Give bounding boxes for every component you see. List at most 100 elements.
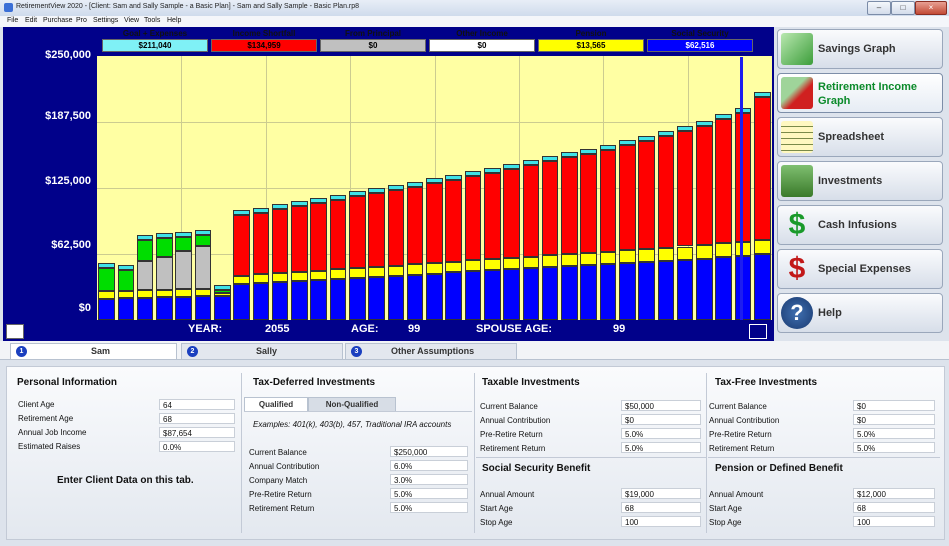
- tab-sam[interactable]: 1 Sam: [10, 343, 177, 359]
- bar-segment[interactable]: [676, 131, 694, 247]
- bar-segment[interactable]: [406, 264, 424, 275]
- bar-segment[interactable]: [252, 212, 270, 275]
- bar-segment[interactable]: [136, 297, 154, 320]
- bar-segment[interactable]: [696, 125, 713, 246]
- job-income-input[interactable]: $87,654: [159, 427, 235, 438]
- menu-settings[interactable]: Settings: [93, 17, 119, 24]
- bar-segment[interactable]: [136, 290, 154, 298]
- year-marker[interactable]: [740, 57, 743, 320]
- pension-annual-amount-input[interactable]: $12,000: [853, 488, 935, 499]
- bar-segment[interactable]: [657, 260, 675, 320]
- bar-segment[interactable]: [156, 238, 173, 258]
- nav-special-expenses[interactable]: $ Special Expenses: [777, 249, 943, 289]
- bar-segment[interactable]: [117, 269, 135, 291]
- bar-segment[interactable]: [214, 292, 231, 296]
- bar-segment[interactable]: [252, 283, 270, 320]
- bar-segment[interactable]: [657, 247, 675, 261]
- bar-segment[interactable]: [464, 271, 482, 320]
- bar-segment[interactable]: [233, 275, 250, 285]
- td-retirement-return-input[interactable]: 5.0%: [390, 502, 468, 513]
- nav-spreadsheet[interactable]: Spreadsheet: [777, 117, 943, 157]
- bar-segment[interactable]: [638, 249, 655, 262]
- bar-segment[interactable]: [561, 266, 578, 320]
- bar-segment[interactable]: [291, 271, 308, 281]
- bar-segment[interactable]: [696, 245, 713, 259]
- bar-segment[interactable]: [619, 145, 636, 251]
- menu-pro[interactable]: Pro: [76, 17, 87, 24]
- bar-segment[interactable]: [387, 190, 405, 266]
- bar-segment[interactable]: [715, 257, 733, 320]
- bar-segment[interactable]: [175, 289, 193, 297]
- bar-segment[interactable]: [194, 296, 212, 320]
- bar-segment[interactable]: [136, 239, 154, 261]
- bar-segment[interactable]: [271, 281, 289, 320]
- bar-segment[interactable]: [580, 265, 598, 320]
- minimize-button[interactable]: –: [867, 1, 891, 15]
- bar-segment[interactable]: [175, 236, 193, 252]
- bar-segment[interactable]: [503, 169, 520, 258]
- bar-segment[interactable]: [156, 257, 173, 290]
- bar-segment[interactable]: [368, 276, 385, 320]
- bar-segment[interactable]: [754, 239, 771, 254]
- td-current-balance-input[interactable]: $250,000: [390, 446, 468, 457]
- bar-segment[interactable]: [580, 153, 598, 253]
- bar-segment[interactable]: [715, 119, 733, 244]
- bar-segment[interactable]: [368, 266, 385, 277]
- bar-segment[interactable]: [117, 298, 135, 320]
- bar-segment[interactable]: [291, 280, 308, 320]
- bar-segment[interactable]: [715, 243, 733, 258]
- td-company-match-input[interactable]: 3.0%: [390, 474, 468, 485]
- estimated-raises-input[interactable]: 0.0%: [159, 441, 235, 452]
- bar-segment[interactable]: [349, 277, 366, 320]
- bar-segment[interactable]: [657, 136, 675, 248]
- bar-segment[interactable]: [580, 252, 598, 266]
- tab-other-assumptions[interactable]: 3 Other Assumptions: [345, 343, 517, 359]
- maximize-button[interactable]: □: [891, 1, 915, 15]
- bar-segment[interactable]: [522, 256, 540, 269]
- bar-segment[interactable]: [541, 267, 559, 320]
- menu-help[interactable]: Help: [167, 17, 182, 24]
- subtab-qualified[interactable]: Qualified: [244, 397, 308, 412]
- tf-current-balance-input[interactable]: $0: [853, 400, 935, 411]
- bar-segment[interactable]: [310, 279, 328, 320]
- bar-segment[interactable]: [349, 268, 366, 278]
- bar-segment[interactable]: [696, 258, 713, 320]
- bar-segment[interactable]: [676, 259, 694, 320]
- nav-cash-infusions[interactable]: $ Cash Infusions: [777, 205, 943, 245]
- axis-toggle-icon[interactable]: [6, 324, 24, 339]
- bar-segment[interactable]: [754, 253, 771, 320]
- bar-segment[interactable]: [522, 268, 540, 320]
- nav-retirement-income-graph[interactable]: Retirement Income Graph: [777, 73, 943, 113]
- bar-segment[interactable]: [599, 149, 617, 252]
- bar-segment[interactable]: [175, 251, 193, 290]
- bar-segment[interactable]: [368, 193, 385, 267]
- bar-segment[interactable]: [136, 260, 154, 291]
- menu-purchase[interactable]: Purchase: [43, 17, 73, 24]
- bar-segment[interactable]: [349, 196, 366, 269]
- bar-segment[interactable]: [387, 265, 405, 276]
- ss-stop-age-input[interactable]: 100: [621, 516, 701, 527]
- td-pre-retire-return-input[interactable]: 5.0%: [390, 488, 468, 499]
- bar-segment[interactable]: [734, 112, 752, 242]
- bar-segment[interactable]: [541, 161, 559, 256]
- ss-annual-amount-input[interactable]: $19,000: [621, 488, 701, 499]
- bar-segment[interactable]: [734, 241, 752, 256]
- bar-segment[interactable]: [522, 165, 540, 257]
- bar-segment[interactable]: [676, 246, 694, 260]
- pension-stop-age-input[interactable]: 100: [853, 516, 935, 527]
- bar-segment[interactable]: [98, 268, 115, 292]
- bar-segment[interactable]: [638, 140, 655, 250]
- bar-segment[interactable]: [599, 251, 617, 265]
- bar-segment[interactable]: [541, 255, 559, 268]
- bar-segment[interactable]: [214, 295, 231, 320]
- bar-segment[interactable]: [464, 176, 482, 261]
- bar-segment[interactable]: [484, 259, 501, 271]
- bar-segment[interactable]: [619, 250, 636, 263]
- bar-segment[interactable]: [252, 274, 270, 284]
- menu-file[interactable]: File: [7, 17, 19, 24]
- pension-start-age-input[interactable]: 68: [853, 502, 935, 513]
- bar-segment[interactable]: [445, 272, 463, 320]
- bar-segment[interactable]: [329, 278, 347, 320]
- bar-segment[interactable]: [156, 297, 173, 320]
- bar-segment[interactable]: [329, 199, 347, 270]
